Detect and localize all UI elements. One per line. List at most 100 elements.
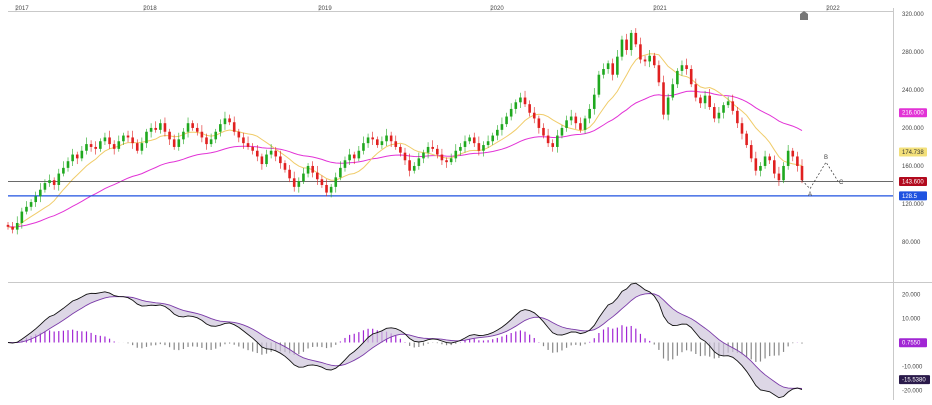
candle-body xyxy=(542,127,545,136)
candle-body xyxy=(122,135,125,142)
candle-body xyxy=(546,135,550,144)
candle-body xyxy=(131,137,134,144)
candle-body xyxy=(703,95,707,104)
last-price-badge: 143.600 xyxy=(902,180,924,186)
candle-body xyxy=(468,137,471,142)
candle-body xyxy=(172,139,176,147)
candle-body xyxy=(195,127,199,132)
candle-body xyxy=(228,118,231,123)
candle-body xyxy=(126,135,130,138)
candle-body xyxy=(39,189,42,197)
candle-body xyxy=(62,167,65,174)
ma-short-value-badge: 174.738 xyxy=(902,150,924,156)
candle-body xyxy=(371,137,374,140)
candle-body xyxy=(52,180,56,185)
candle-body xyxy=(362,143,365,151)
candle-body xyxy=(66,161,70,168)
candle-body xyxy=(740,123,744,134)
wave-projection xyxy=(801,161,839,190)
candle-body xyxy=(523,97,527,105)
candle-body xyxy=(260,156,264,165)
candle-body xyxy=(255,150,259,157)
candle-body xyxy=(639,44,642,60)
candle-body xyxy=(145,131,148,144)
candle-body xyxy=(357,150,361,159)
candle-body xyxy=(219,124,222,132)
candle-body xyxy=(380,141,384,146)
candle-body xyxy=(422,152,425,159)
candle-body xyxy=(449,158,453,163)
home-icon[interactable] xyxy=(800,11,808,20)
candle-body xyxy=(680,65,684,71)
candle-body xyxy=(652,55,656,66)
x-tick-label: 2019 xyxy=(318,6,332,12)
candle-body xyxy=(505,116,508,125)
candle-body xyxy=(560,127,564,136)
candle-body xyxy=(579,123,582,130)
candle-body xyxy=(477,143,481,151)
candle-body xyxy=(565,120,568,128)
candle-body xyxy=(140,143,144,151)
candle-body xyxy=(242,137,245,144)
macd-value-badge: -15.5380 xyxy=(902,378,926,384)
price-tick-label: 280.000 xyxy=(902,50,924,56)
candle-body xyxy=(399,146,402,153)
candle-body xyxy=(302,173,305,182)
candle-body xyxy=(431,146,434,149)
support-value-badge-bg xyxy=(899,191,927,201)
x-axis: 2017 2018 2019 2020 2021 2022 xyxy=(15,5,840,12)
candle-body xyxy=(394,141,398,147)
candle-body xyxy=(223,118,227,125)
candle-body xyxy=(620,39,624,57)
candle-body xyxy=(588,108,591,119)
candle-body xyxy=(251,146,254,151)
candle-body xyxy=(94,146,98,149)
candle-body xyxy=(385,135,388,142)
candle-body xyxy=(320,179,324,185)
candle-body xyxy=(676,70,679,85)
macd-tick-label: -10.000 xyxy=(902,364,923,370)
candle-body xyxy=(75,154,79,159)
candle-body xyxy=(103,137,107,142)
price-tick-label: 320.000 xyxy=(902,12,924,18)
candle-body xyxy=(592,94,596,109)
candle-body xyxy=(463,141,467,147)
candle-body xyxy=(800,165,804,181)
candle-body xyxy=(389,135,393,142)
candle-body xyxy=(214,131,218,140)
candle-body xyxy=(773,160,776,174)
candle-body xyxy=(85,144,88,151)
candle-body xyxy=(648,55,651,62)
candle-body xyxy=(717,112,721,119)
candle-body xyxy=(685,65,688,70)
candle-body xyxy=(279,156,282,164)
candle-body xyxy=(329,186,333,193)
candle-body xyxy=(749,145,753,159)
candle-body xyxy=(657,65,661,83)
candle-body xyxy=(311,165,314,173)
candle-body xyxy=(754,158,758,171)
candle-body xyxy=(29,202,33,207)
candle-body xyxy=(297,181,301,187)
price-y-axis: 320.000 280.000 240.000 200.000 160.000 120.0… xyxy=(902,12,924,246)
price-tick-label: 80.000 xyxy=(902,240,921,246)
x-tick-label: 2022 xyxy=(826,6,840,12)
candle-body xyxy=(662,82,665,115)
candle-body xyxy=(426,146,430,153)
candle-body xyxy=(500,124,504,130)
candle-body xyxy=(611,63,615,75)
candle-body xyxy=(532,112,536,119)
candle-body xyxy=(200,131,204,138)
candle-body xyxy=(149,127,153,132)
candle-body xyxy=(89,144,93,147)
candle-body xyxy=(159,123,162,130)
candle-body xyxy=(616,56,619,75)
candle-body xyxy=(269,150,273,155)
candle-body xyxy=(491,135,495,142)
candle-body xyxy=(722,105,725,113)
candle-body xyxy=(712,107,716,119)
candle-body xyxy=(666,97,670,115)
candle-body xyxy=(283,163,287,170)
candle-body xyxy=(440,154,444,161)
price-tick-label: 240.000 xyxy=(902,88,924,94)
